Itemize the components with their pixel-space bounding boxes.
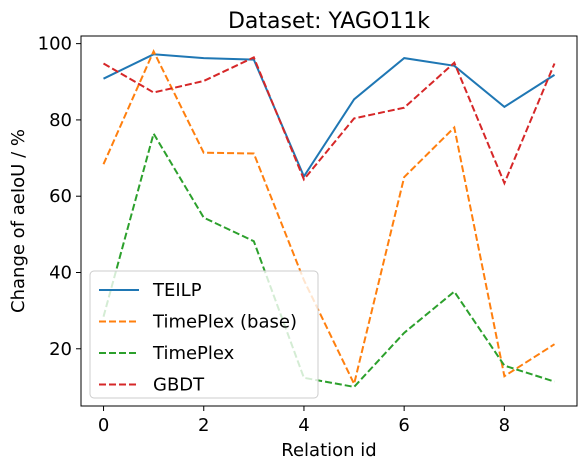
ticks-layer: 0 2 4 6 8 20 40 60 80 100 xyxy=(38,34,510,436)
x-tick-label: 6 xyxy=(398,415,409,436)
y-tick-label: 100 xyxy=(38,34,72,55)
x-axis-label: Relation id xyxy=(281,440,376,461)
x-tick-label: 8 xyxy=(499,415,510,436)
x-tick-label: 0 xyxy=(98,415,109,436)
legend-label-2: TimePlex xyxy=(152,343,235,364)
y-tick-label: 80 xyxy=(49,110,72,131)
series-line-0 xyxy=(103,53,556,179)
legend: TEILP TimePlex (base) TimePlex GBDT xyxy=(89,270,319,399)
legend-label-1: TimePlex (base) xyxy=(152,312,297,333)
legend-label-0: TEILP xyxy=(152,280,202,301)
y-tick-label: 60 xyxy=(49,186,72,207)
series-line-1 xyxy=(102,48,556,387)
series-line-2 xyxy=(102,131,555,388)
series-line-3 xyxy=(102,56,556,186)
series-layer xyxy=(102,48,556,388)
legend-label-3: GBDT xyxy=(153,375,205,396)
y-tick-label: 40 xyxy=(49,262,72,283)
x-tick-label: 2 xyxy=(198,415,209,436)
y-axis-label: Change of aeIoU / % xyxy=(8,129,29,313)
legend-box xyxy=(89,270,319,399)
chart-title: Dataset: YAGO11k xyxy=(228,9,430,34)
y-tick-label: 20 xyxy=(49,339,72,360)
x-tick-label: 4 xyxy=(298,415,309,436)
plot-frame xyxy=(80,35,578,407)
